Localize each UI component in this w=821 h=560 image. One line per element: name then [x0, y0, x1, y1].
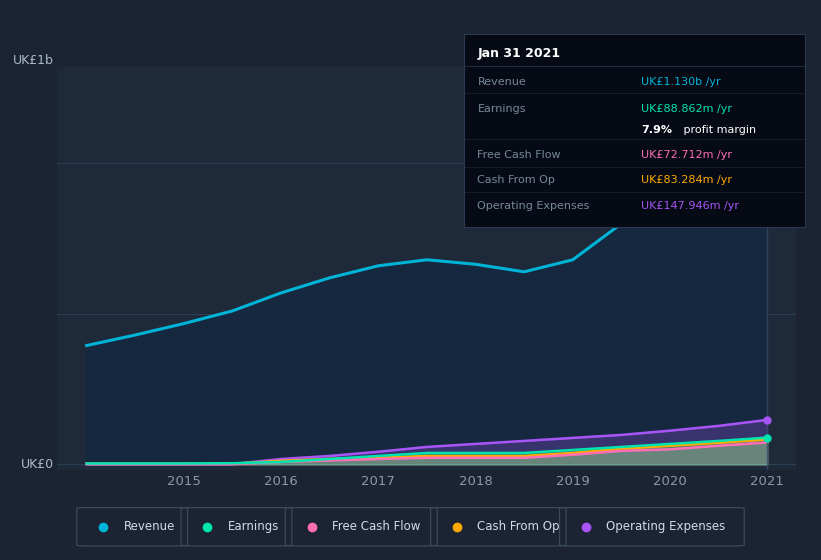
Text: Operating Expenses: Operating Expenses [606, 520, 726, 533]
Text: UK£1b: UK£1b [13, 54, 54, 67]
Text: profit margin: profit margin [681, 125, 756, 135]
Text: Revenue: Revenue [123, 520, 175, 533]
Text: Earnings: Earnings [228, 520, 279, 533]
Text: Operating Expenses: Operating Expenses [478, 200, 589, 211]
Text: UK£1.130b /yr: UK£1.130b /yr [641, 77, 721, 87]
Text: Free Cash Flow: Free Cash Flow [332, 520, 420, 533]
Text: Cash From Op: Cash From Op [478, 175, 555, 185]
Text: UK£88.862m /yr: UK£88.862m /yr [641, 104, 732, 114]
Text: Jan 31 2021: Jan 31 2021 [478, 47, 561, 60]
Text: Earnings: Earnings [478, 104, 526, 114]
Text: Free Cash Flow: Free Cash Flow [478, 150, 561, 160]
Text: UK£0: UK£0 [21, 458, 54, 471]
Text: UK£147.946m /yr: UK£147.946m /yr [641, 200, 739, 211]
Text: 7.9%: 7.9% [641, 125, 672, 135]
Text: Revenue: Revenue [478, 77, 526, 87]
Text: UK£72.712m /yr: UK£72.712m /yr [641, 150, 732, 160]
Text: Cash From Op: Cash From Op [478, 520, 560, 533]
Text: UK£83.284m /yr: UK£83.284m /yr [641, 175, 732, 185]
